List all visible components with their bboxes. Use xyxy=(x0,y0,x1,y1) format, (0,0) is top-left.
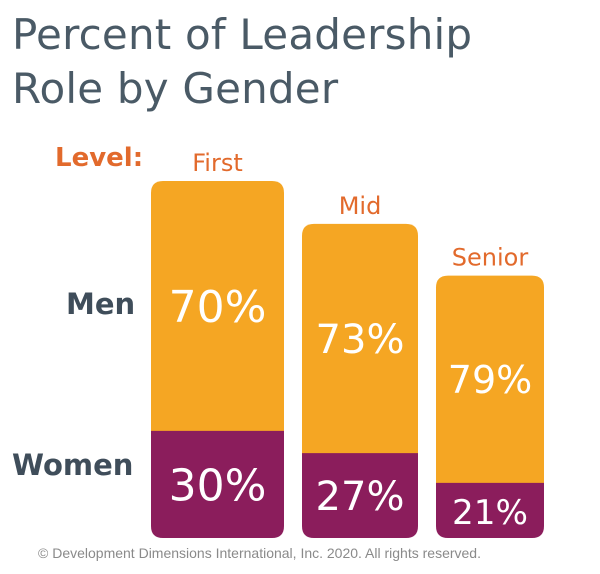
value-label-women-senior: 21% xyxy=(452,493,528,533)
bar-men-first xyxy=(151,181,284,432)
value-label-women-first: 30% xyxy=(169,460,267,511)
chart-title-line-2: Role by Gender xyxy=(12,64,339,113)
value-label-men-mid: 73% xyxy=(316,317,405,363)
row-label-men: Men xyxy=(66,287,136,321)
bar-women-first xyxy=(151,430,284,538)
value-label-men-first: 70% xyxy=(169,282,267,333)
bar-women-mid xyxy=(302,453,418,538)
chart-title: Percent of Leadership Role by Gender xyxy=(12,8,572,116)
bar-women-senior xyxy=(436,482,544,538)
value-label-men-senior: 79% xyxy=(448,358,532,402)
value-label-women-mid: 27% xyxy=(316,474,405,520)
row-label-women: Women xyxy=(12,448,134,482)
category-label-first: First xyxy=(192,149,243,177)
chart-title-line-1: Percent of Leadership xyxy=(12,10,473,59)
copyright-footer: © Development Dimensions International, … xyxy=(38,545,481,561)
level-label: Level: xyxy=(55,143,144,173)
bar-men-mid xyxy=(302,223,418,455)
bar-men-senior xyxy=(436,275,544,484)
category-label-senior: Senior xyxy=(452,244,529,272)
category-label-mid: Mid xyxy=(339,192,382,220)
